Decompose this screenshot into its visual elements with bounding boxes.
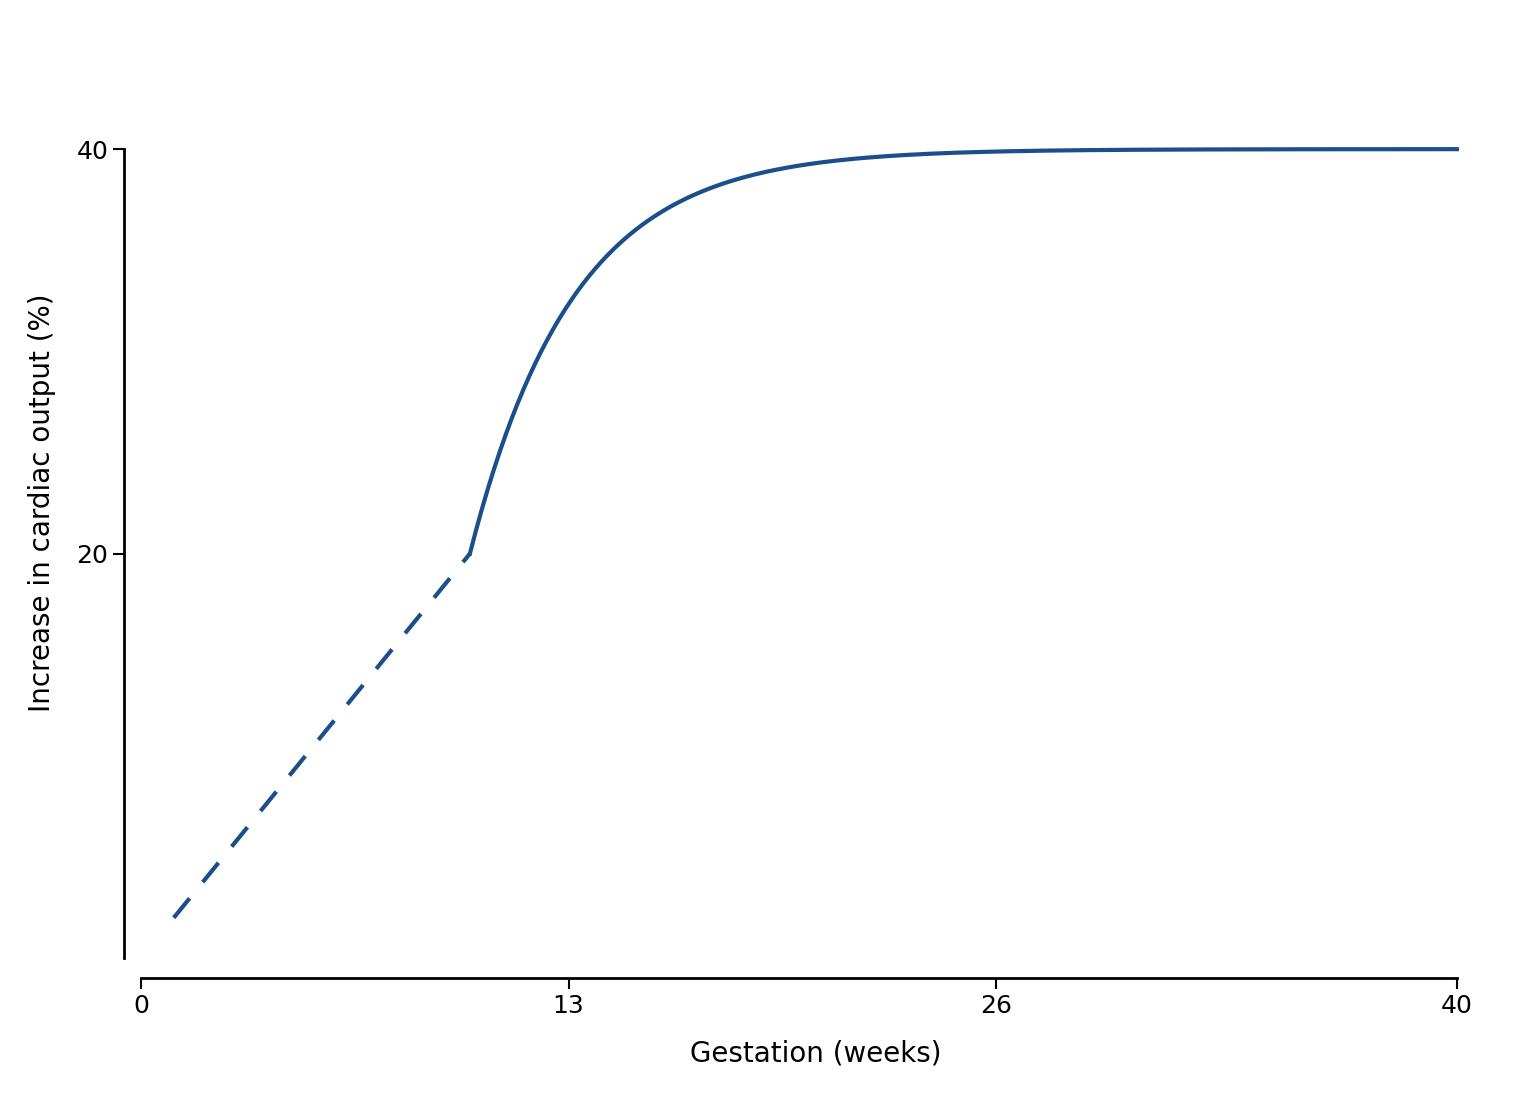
X-axis label: Gestation (weeks): Gestation (weeks) xyxy=(690,1039,940,1068)
Y-axis label: Increase in cardiac output (%): Increase in cardiac output (%) xyxy=(28,293,55,713)
